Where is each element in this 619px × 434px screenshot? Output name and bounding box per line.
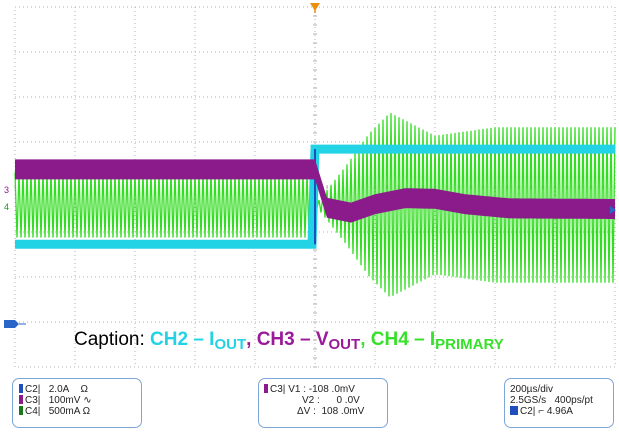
channel-coupling: Ω [80,384,88,395]
channel-row-c3: C3| 100mV ∿ [19,395,92,406]
cursor-v1-label: V1 : [288,384,306,395]
channel-coupling: Ω [82,406,91,417]
ch3-band [15,159,615,223]
caption-ch2: CH2 – IOUT [150,329,247,353]
ch3-trace [15,159,615,223]
timebase-value: 200µs/div [510,384,554,395]
caption-ch4: CH4 – IPRIMARY [370,329,504,353]
channel-label: C2 [25,384,38,395]
cursor-v2-label: V2 : [302,395,320,406]
cursor-dv-label: ΔV : [297,406,316,417]
caption-ch2-sub: OUT [214,336,247,353]
caption: Caption: CH2 – IOUT, CH3 – VOUT, CH4 – I… [74,329,504,353]
trigger-level-marker [610,206,616,214]
timebase-row: 200µs/div [510,384,553,395]
markers: 34 [4,3,616,328]
caption-ch3: CH3 – VOUT [256,329,361,353]
trigger-swatch [510,406,518,415]
channel-scale: 2.0A [48,384,70,395]
caption-sep1: , [246,329,257,350]
cursor-channel: C3 [270,384,283,395]
timebase-panel[interactable]: 200µs/div 2.5GS/s 400ps/pt C2| ⌐ 4.96A [504,378,614,428]
caption-ch3-sub: OUT [328,336,361,353]
channel-scale: 100mV [48,395,81,406]
caption-ch4-sub: PRIMARY [435,336,504,353]
caption-ch2-text: CH2 – I [150,329,215,350]
channel-label: C3 [25,395,38,406]
trigger-level: 4.96A [546,406,573,417]
caption-prefix: Caption: [74,329,151,350]
c3-swatch [264,384,268,393]
cursor-dv-row: ΔV : 108 .0mV [297,406,364,417]
ch4-ref-label: 4 [4,202,9,212]
cursor-v1-row: C3| V1 : -108 .0mV [264,384,355,395]
sample-row: 2.5GS/s 400ps/pt [510,395,593,406]
cursor-dv-value: 108 .0mV [321,406,365,417]
resolution: 400ps/pt [554,395,593,406]
trigger-row: C2| ⌐ 4.96A [510,406,573,417]
cursor-panel[interactable]: C3| V1 : -108 .0mV V2 : 0 .0V ΔV : 108 .… [258,378,388,428]
caption-ch4-text: CH4 – I [370,329,436,350]
c2-swatch [19,384,23,393]
caption-ch3-text: CH3 – V [256,329,329,350]
channel-coupling: ∿ [83,395,92,406]
c3-swatch [19,395,23,404]
caption-sep2: , [360,329,371,350]
ch2-line [15,144,615,249]
channel-scale: 500mA [48,406,80,417]
cursor-v2-value: 0 .0V [336,395,360,406]
channel-row-c2: C2| 2.0A Ω [19,384,88,395]
channel-row-c4: C4| 500mA Ω [19,406,90,417]
channel-scale-panel[interactable]: C2| 2.0A Ω C3| 100mV ∿ C4| 500mA Ω [12,378,142,428]
c4-swatch [19,406,23,415]
cursor-v1-value: -108 .0mV [308,384,355,395]
ch3-ref-label: 3 [4,185,9,195]
cursor-v2-row: V2 : 0 .0V [302,395,360,406]
ch2-ground-marker [4,320,19,328]
trigger-channel: C2 [520,406,533,417]
channel-label: C4 [25,406,38,417]
trigger-slope-icon: ⌐ [538,406,545,417]
sample-rate: 2.5GS/s [510,395,547,406]
